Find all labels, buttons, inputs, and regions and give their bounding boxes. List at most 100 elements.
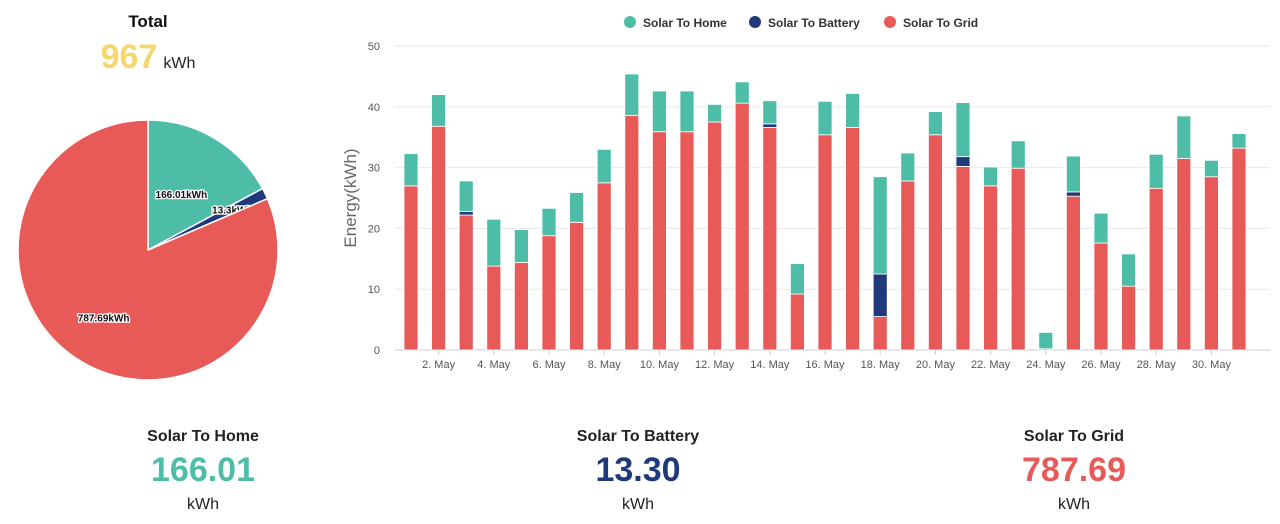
- bar-segment-solar-to-home: [734, 81, 750, 104]
- stat-value: 787.69: [1022, 451, 1126, 489]
- bar-segment-solar-to-grid: [1121, 285, 1136, 351]
- bar-segment-solar-to-grid: [789, 293, 805, 351]
- x-tick-label: 12. May: [695, 359, 735, 371]
- bar-segment-solar-to-battery: [458, 210, 474, 216]
- stat-title: Solar To Grid: [1023, 428, 1125, 445]
- bar-segment-solar-to-home: [1010, 140, 1026, 169]
- total-value: 967: [100, 38, 158, 76]
- stat-value: 13.30: [595, 451, 681, 489]
- bar-segment-solar-to-home: [403, 153, 419, 187]
- x-tick-label: 22. May: [971, 359, 1011, 371]
- bar-segment-solar-to-home: [1204, 159, 1219, 178]
- x-tick-label: 10. May: [640, 359, 680, 371]
- x-tick-label: 18. May: [861, 359, 901, 371]
- bar-segment-solar-to-home: [817, 100, 833, 136]
- bar-segment-solar-to-grid: [596, 182, 612, 351]
- bar-segment-solar-to-home: [1176, 115, 1192, 159]
- x-tick-label: 28. May: [1137, 359, 1177, 371]
- stat-solar-to-home: Solar To Home 166.01 kWh: [73, 428, 333, 514]
- total-title: Total: [128, 12, 168, 31]
- pie-data-label: 166.01kWh: [156, 190, 208, 201]
- bar-segment-solar-to-home: [872, 176, 888, 275]
- stat-unit: kWh: [1058, 496, 1090, 513]
- bar-segment-solar-to-home: [486, 218, 502, 267]
- bar-segment-solar-to-grid: [872, 316, 888, 351]
- bar-segment-solar-to-grid: [1093, 242, 1109, 351]
- y-tick-label: 40: [368, 102, 380, 114]
- pie-slice-solar-to-home: [147, 119, 264, 252]
- total-summary: 967 kWh: [58, 38, 238, 77]
- legend-marker: [749, 16, 761, 28]
- legend-label: Solar To Grid: [903, 16, 978, 30]
- bar-segment-solar-to-grid: [983, 185, 998, 351]
- stat-unit: kWh: [622, 496, 654, 513]
- y-tick-label: 0: [374, 345, 380, 357]
- legend-label: Solar To Home: [643, 16, 727, 30]
- x-tick-label: 6. May: [532, 359, 566, 371]
- y-tick-label: 10: [368, 284, 380, 296]
- bar-segment-solar-to-grid: [679, 131, 695, 351]
- legend-marker: [624, 16, 636, 28]
- x-tick-label: 20. May: [916, 359, 956, 371]
- x-tick-label: 2. May: [422, 359, 456, 371]
- bar-segment-solar-to-home: [1231, 133, 1247, 149]
- total-unit: kWh: [163, 55, 196, 72]
- bar-segment-solar-to-grid: [1066, 195, 1081, 351]
- bar-segment-solar-to-grid: [762, 127, 778, 351]
- bar-segment-solar-to-grid: [431, 125, 446, 351]
- bar-segment-solar-to-home: [707, 103, 723, 123]
- y-tick-label: 20: [368, 223, 380, 235]
- bar-segment-solar-to-grid: [734, 102, 750, 351]
- bar-segment-solar-to-battery: [872, 273, 888, 317]
- bar-segment-solar-to-home: [651, 90, 667, 133]
- bar-segment-solar-to-grid: [955, 165, 971, 351]
- stat-unit: kWh: [187, 496, 219, 513]
- bar-segment-solar-to-home: [762, 100, 778, 125]
- stat-title: Solar To Home: [147, 428, 259, 445]
- pie-slice-solar-to-grid: [17, 119, 279, 381]
- x-tick-label: 14. May: [750, 359, 790, 371]
- bar-segment-solar-to-grid: [541, 235, 557, 351]
- bar-segment-solar-to-grid: [1010, 167, 1026, 351]
- bar-segment-solar-to-home: [679, 90, 695, 133]
- y-tick-label: 50: [368, 41, 380, 53]
- x-tick-label: 16. May: [805, 359, 845, 371]
- bar-segment-solar-to-grid: [624, 114, 640, 351]
- bar-segment-solar-to-home: [789, 263, 805, 295]
- bar-segment-solar-to-grid: [707, 121, 723, 351]
- x-tick-label: 8. May: [588, 359, 622, 371]
- bar-segment-solar-to-grid: [1148, 187, 1164, 351]
- legend-marker: [884, 16, 896, 28]
- bar-segment-solar-to-home: [1066, 155, 1081, 193]
- bar-segment-solar-to-grid: [928, 134, 943, 351]
- bar-segment-solar-to-grid: [900, 180, 916, 351]
- x-tick-label: 4. May: [477, 359, 511, 371]
- bar-segment-solar-to-home: [431, 94, 446, 127]
- bar-segment-solar-to-grid: [1231, 147, 1247, 351]
- y-tick-label: 30: [368, 163, 380, 175]
- bar-segment-solar-to-home: [1038, 331, 1054, 350]
- bar-segment-solar-to-grid: [1176, 158, 1192, 351]
- stat-value: 166.01: [151, 451, 255, 489]
- bar-segment-solar-to-home: [1148, 153, 1164, 189]
- bar-segment-solar-to-home: [513, 229, 529, 263]
- pie-data-label: 787.69kWh: [78, 313, 130, 324]
- bar-segment-solar-to-grid: [817, 134, 833, 351]
- bar-segment-solar-to-home: [458, 180, 474, 212]
- bar-segment-solar-to-grid: [845, 127, 860, 351]
- stat-solar-to-grid: Solar To Grid 787.69 kWh: [944, 428, 1204, 514]
- bar-chart: 0 10 20 30 40 50 Energy(kWh) 2. May 4. May 6. May…: [341, 16, 1270, 371]
- bar-segment-solar-to-home: [1093, 212, 1109, 244]
- bar-segment-solar-to-battery: [1066, 191, 1081, 197]
- bar-segment-solar-to-home: [541, 207, 557, 237]
- bar-segment-solar-to-grid: [1204, 176, 1219, 351]
- x-tick-label: 30. May: [1192, 359, 1232, 371]
- bar-segment-solar-to-home: [928, 111, 943, 136]
- bar-segment-solar-to-home: [845, 93, 860, 128]
- bar-segment-solar-to-grid: [651, 131, 667, 351]
- bar-segment-solar-to-home: [983, 166, 998, 187]
- bar-segment-solar-to-grid: [486, 265, 502, 351]
- bar-segment-solar-to-battery: [762, 123, 778, 128]
- bar-segment-solar-to-home: [955, 102, 971, 158]
